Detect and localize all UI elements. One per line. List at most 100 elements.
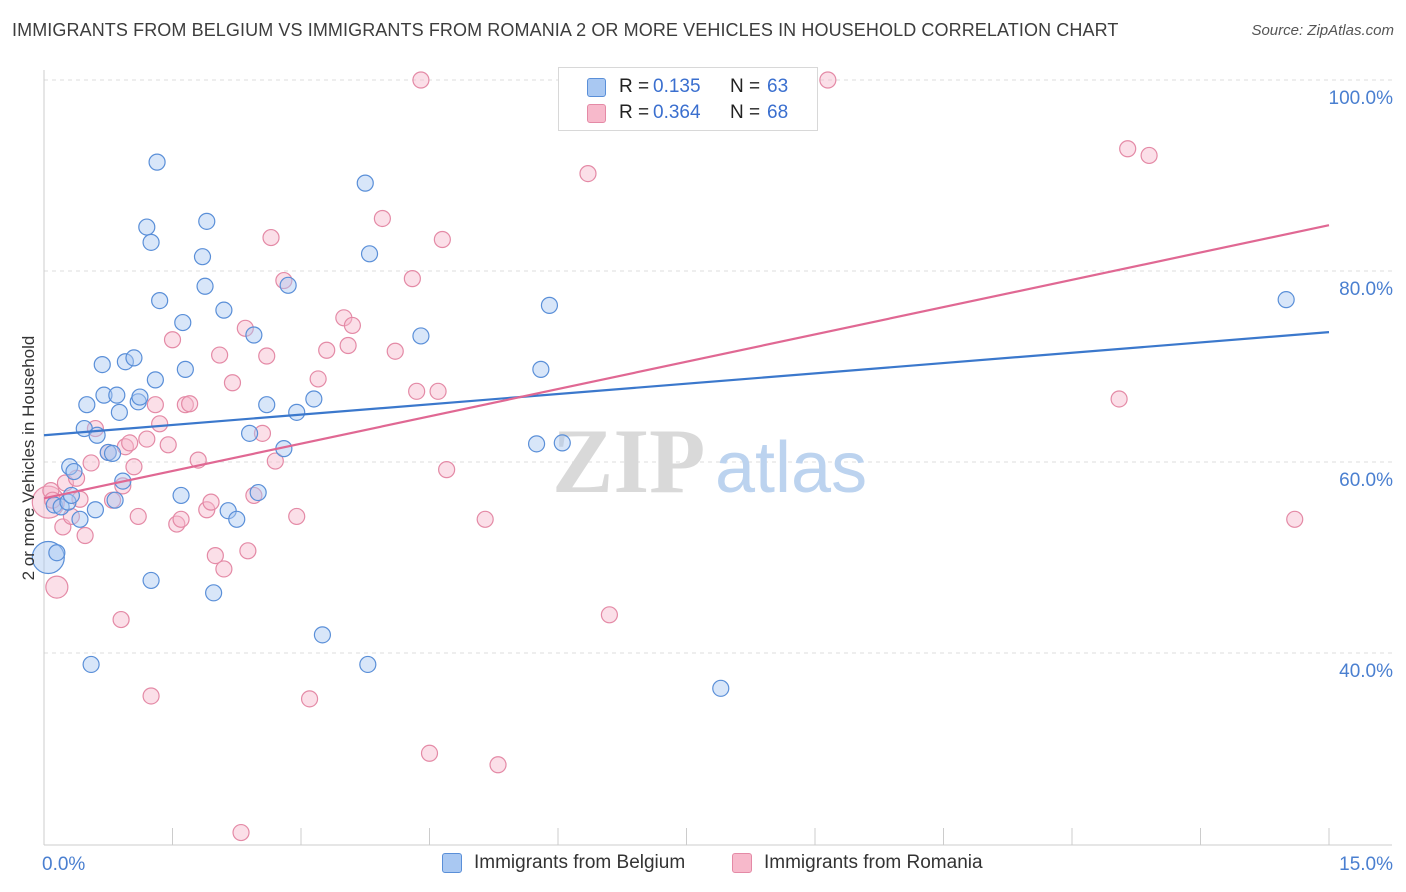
legend-n-label: N =	[730, 76, 761, 97]
romania-point	[82, 454, 100, 472]
belgium-point	[95, 386, 113, 404]
romania-point	[412, 71, 430, 89]
belgium-point	[48, 544, 66, 562]
belgium-point	[532, 360, 550, 378]
romania-point	[239, 542, 257, 560]
y-axis-label: 2 or more Vehicles in Household	[19, 336, 38, 581]
romania-point	[31, 485, 65, 519]
watermark: ZIP atlas	[552, 410, 867, 512]
series-belgium-points	[31, 153, 1295, 697]
romania-point	[236, 319, 254, 337]
romania-point	[1110, 390, 1128, 408]
belgium-point	[172, 486, 190, 505]
belgium-point	[116, 353, 134, 371]
chart-source: Source: ZipAtlas.com	[1251, 22, 1394, 39]
belgium-point	[313, 626, 332, 644]
belgium-point	[258, 396, 276, 414]
legend-n-label: N =	[730, 102, 761, 123]
belgium-trend-line	[43, 331, 1330, 437]
belgium-point	[146, 371, 164, 389]
romania-point	[112, 610, 130, 629]
legend-n-value: 68	[767, 102, 789, 123]
belgium-point	[712, 679, 730, 697]
belgium-point	[125, 349, 143, 367]
x-tick-label: 0.0%	[42, 854, 85, 875]
romania-point	[600, 606, 619, 624]
romania-point	[232, 823, 250, 842]
romania-point	[429, 382, 447, 400]
belgium-legend-label: Immigrants from Belgium	[474, 852, 686, 873]
romania-point	[138, 430, 156, 448]
belgium-point	[110, 403, 128, 421]
belgium-point	[174, 313, 192, 332]
romania-point	[1140, 146, 1158, 165]
x-tick-label: 15.0%	[1339, 854, 1393, 875]
watermark-zip: ZIP	[552, 410, 705, 512]
belgium-point	[215, 301, 233, 319]
belgium-point	[131, 388, 149, 406]
romania-point	[262, 228, 280, 247]
legend-row-belgium: R = 0.135 N = 63	[559, 74, 817, 102]
legend-r-value: 0.364	[653, 102, 701, 123]
belgium-point	[71, 510, 89, 528]
belgium-point	[62, 486, 81, 505]
y-tick-labels: 40.0% 60.0% 80.0% 100.0%	[1329, 88, 1394, 682]
romania-point	[129, 507, 147, 526]
legend-n-value: 63	[767, 76, 789, 97]
romania-point	[489, 756, 507, 774]
legend-row-romania: R = 0.364 N = 68	[559, 100, 817, 128]
romania-point	[309, 370, 327, 388]
belgium-point	[148, 153, 166, 171]
trend-lines	[43, 224, 1330, 500]
y-tick-label: 40.0%	[1339, 661, 1393, 682]
belgium-point	[108, 386, 126, 404]
chart-title: IMMIGRANTS FROM BELGIUM VS IMMIGRANTS FR…	[12, 20, 1119, 40]
correlation-legend: R = 0.135 N = 63 R = 0.364 N = 68	[558, 67, 818, 131]
romania-point	[266, 452, 284, 470]
romania-point	[438, 461, 456, 479]
romania-swatch	[587, 104, 606, 123]
belgium-point	[82, 655, 100, 674]
romania-point	[76, 526, 94, 545]
y-gridlines	[44, 79, 1392, 654]
romania-point	[45, 575, 69, 599]
belgium-point	[151, 292, 169, 310]
romania-point	[343, 316, 361, 335]
belgium-point	[228, 510, 246, 528]
belgium-point	[138, 218, 156, 236]
romania-point	[288, 507, 306, 526]
belgium-point	[205, 584, 223, 602]
belgium-point	[527, 435, 546, 453]
romania-point	[476, 510, 494, 528]
belgium-point	[305, 390, 323, 408]
belgium-point	[288, 403, 306, 421]
belgium-point	[78, 396, 96, 414]
belgium-point	[360, 245, 379, 263]
romania-legend-label: Immigrants from Romania	[764, 852, 983, 873]
y-tick-label: 60.0%	[1339, 470, 1393, 491]
romania-point	[318, 341, 336, 359]
belgium-point	[93, 355, 111, 374]
romania-point	[125, 458, 143, 476]
romania-point	[202, 493, 220, 511]
belgium-point	[245, 326, 263, 344]
belgium-point	[65, 462, 83, 481]
romania-point	[211, 346, 229, 364]
axes	[43, 70, 1392, 846]
belgium-point	[142, 571, 160, 590]
legend-r-label: R =	[619, 102, 650, 123]
belgium-point	[106, 491, 124, 509]
belgium-point	[241, 424, 259, 442]
romania-point	[223, 374, 242, 392]
x-tick-labels: 0.0% 15.0%	[42, 854, 1393, 875]
belgium-point	[356, 174, 374, 192]
romania-point	[420, 744, 439, 762]
belgium-point	[196, 277, 214, 295]
romania-legend-swatch	[732, 853, 752, 873]
romania-point	[1119, 140, 1137, 158]
romania-point	[339, 336, 357, 355]
romania-point	[151, 415, 169, 433]
watermark-atlas: atlas	[715, 428, 867, 508]
belgium-point	[176, 360, 194, 378]
